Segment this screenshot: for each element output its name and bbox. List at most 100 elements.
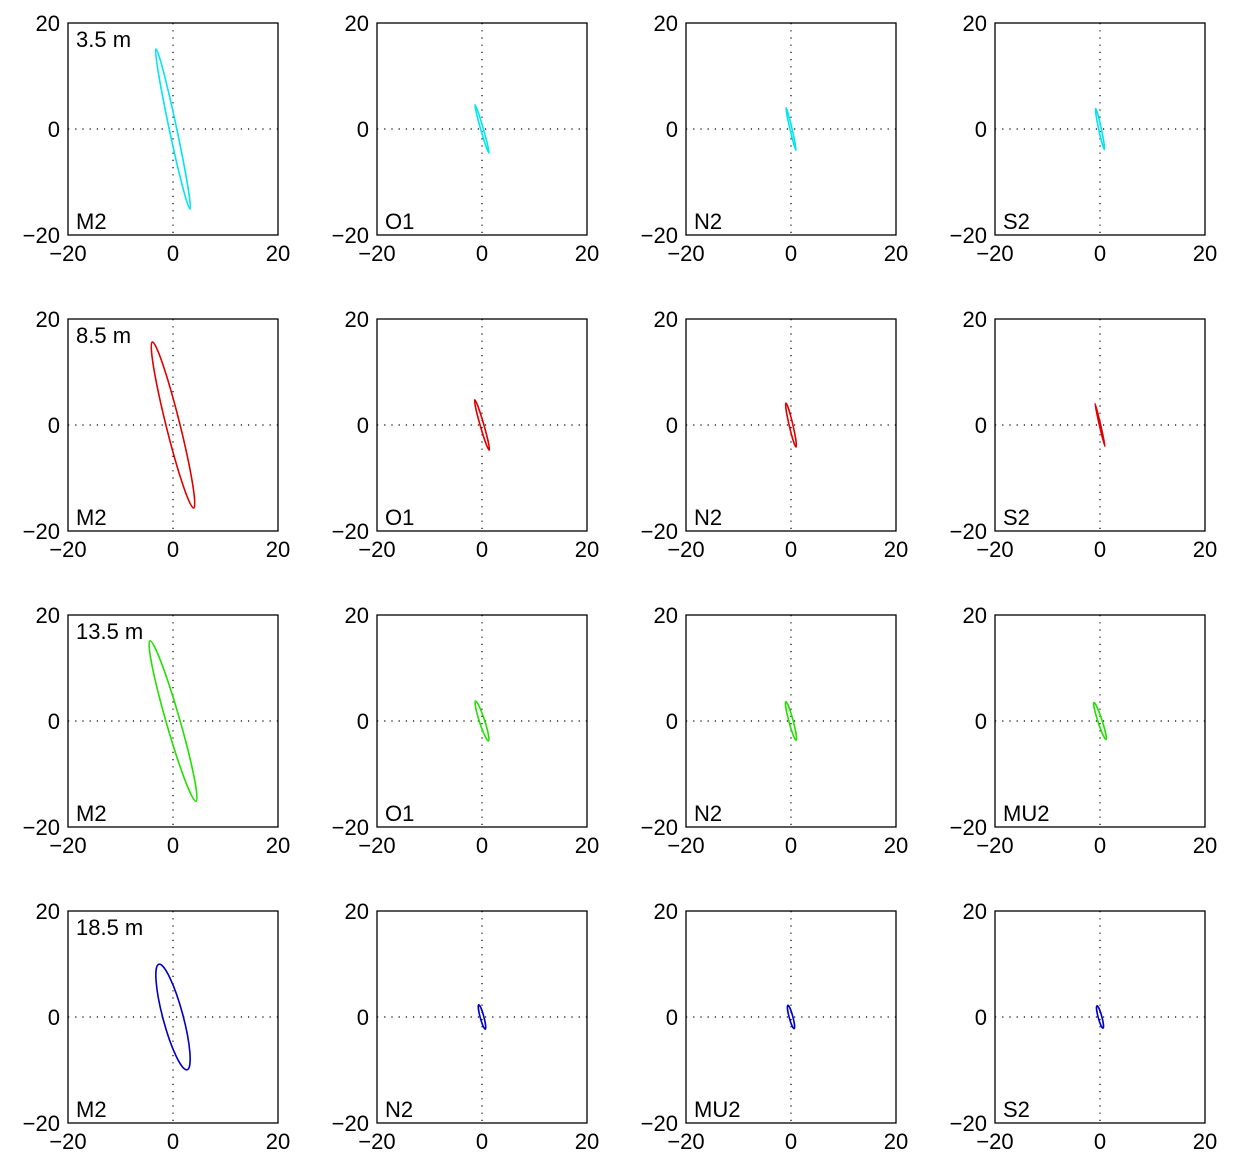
x-tick-label: −20	[358, 833, 395, 858]
y-tick-label: 0	[666, 709, 678, 734]
axes-frame	[994, 22, 1206, 236]
constituent-label: M2	[76, 801, 107, 826]
x-tick-label: 20	[266, 833, 290, 858]
y-tick-label: −20	[332, 223, 369, 248]
current-ellipse-m2	[148, 639, 198, 803]
constituent-label: MU2	[1003, 801, 1049, 826]
y-tick-label: 0	[975, 413, 987, 438]
x-tick-label: 20	[1193, 241, 1217, 266]
x-tick-label: 0	[785, 1129, 797, 1154]
x-tick-label: 0	[1094, 833, 1106, 858]
x-tick-label: −20	[976, 537, 1013, 562]
x-tick-label: −20	[49, 537, 86, 562]
axes-frame	[376, 22, 588, 236]
x-tick-label: −20	[358, 1129, 395, 1154]
x-tick-label: 20	[884, 241, 908, 266]
y-tick-label: 20	[36, 899, 60, 924]
current-ellipse-mu2	[786, 1004, 796, 1030]
x-tick-label: 0	[167, 1129, 179, 1154]
panel-r1-c3: −20 0 20 −20 0 20 N2	[641, 11, 909, 266]
current-ellipse-mu2	[1092, 701, 1108, 741]
x-tick-label: 0	[167, 241, 179, 266]
y-tick-label: 0	[357, 117, 369, 142]
panel-r3-c1: −20 0 20 −20 0 20 M2 13.5 m	[23, 603, 291, 858]
axes-frame	[67, 22, 279, 236]
y-tick-label: 0	[975, 709, 987, 734]
y-tick-label: −20	[23, 1111, 60, 1136]
y-tick-label: 20	[345, 899, 369, 924]
y-tick-label: −20	[332, 1111, 369, 1136]
y-tick-label: 0	[357, 1005, 369, 1030]
depth-label: 8.5 m	[76, 323, 131, 348]
y-tick-label: 0	[357, 709, 369, 734]
x-tick-label: −20	[49, 241, 86, 266]
current-ellipse-s2	[1094, 107, 1106, 151]
y-tick-label: −20	[950, 519, 987, 544]
current-ellipse-m2	[154, 48, 192, 210]
constituent-label: MU2	[694, 1097, 740, 1122]
y-tick-label: 20	[345, 307, 369, 332]
x-tick-label: 0	[476, 1129, 488, 1154]
axes-frame	[994, 614, 1206, 828]
y-tick-label: −20	[23, 223, 60, 248]
y-tick-label: 0	[48, 117, 60, 142]
y-tick-label: 0	[48, 413, 60, 438]
constituent-label: N2	[694, 209, 722, 234]
current-ellipse-o1	[473, 398, 491, 452]
x-tick-label: −20	[976, 241, 1013, 266]
y-tick-label: 20	[654, 11, 678, 36]
y-tick-label: 20	[36, 603, 60, 628]
current-ellipse-n2	[785, 106, 797, 152]
y-tick-label: −20	[23, 815, 60, 840]
x-tick-label: 20	[266, 1129, 290, 1154]
y-tick-label: −20	[950, 1111, 987, 1136]
x-tick-label: 20	[884, 1129, 908, 1154]
x-tick-label: 0	[476, 833, 488, 858]
y-tick-label: −20	[641, 1111, 678, 1136]
axes-frame	[67, 318, 279, 532]
constituent-label: O1	[385, 505, 414, 530]
x-tick-label: −20	[667, 833, 704, 858]
panel-r3-c4: −20 0 20 −20 0 20 MU2	[950, 603, 1218, 858]
axes-frame	[685, 318, 897, 532]
current-ellipse-o1	[474, 103, 490, 155]
axes-frame	[376, 910, 588, 1124]
x-tick-label: −20	[976, 833, 1013, 858]
y-tick-label: −20	[332, 815, 369, 840]
y-tick-label: 0	[666, 413, 678, 438]
x-tick-label: −20	[667, 537, 704, 562]
y-tick-label: 20	[345, 603, 369, 628]
constituent-label: O1	[385, 801, 414, 826]
constituent-label: O1	[385, 209, 414, 234]
axes-frame	[685, 910, 897, 1124]
axes-frame	[67, 910, 279, 1124]
x-tick-label: −20	[49, 1129, 86, 1154]
panel-r1-c2: −20 0 20 −20 0 20 O1	[332, 11, 600, 266]
y-tick-label: 0	[666, 1005, 678, 1030]
panel-r1-c1: −20 0 20 −20 0 20 M2 3.5 m	[23, 11, 291, 266]
axes-frame	[994, 910, 1206, 1124]
y-tick-label: 0	[975, 117, 987, 142]
x-tick-label: 20	[1193, 833, 1217, 858]
constituent-label: S2	[1003, 209, 1030, 234]
y-tick-label: 0	[48, 1005, 60, 1030]
x-tick-label: −20	[358, 537, 395, 562]
x-tick-label: −20	[667, 241, 704, 266]
panel-r2-c1: −20 0 20 −20 0 20 M2 8.5 m	[23, 307, 291, 562]
constituent-label: S2	[1003, 1097, 1030, 1122]
x-tick-label: 20	[575, 1129, 599, 1154]
y-tick-label: 20	[963, 11, 987, 36]
x-tick-label: 20	[1193, 1129, 1217, 1154]
y-tick-label: 20	[36, 307, 60, 332]
constituent-label: M2	[76, 1097, 107, 1122]
y-tick-label: 0	[357, 413, 369, 438]
x-tick-label: −20	[358, 241, 395, 266]
current-ellipse-s2	[1094, 402, 1106, 448]
y-tick-label: 0	[48, 709, 60, 734]
x-tick-label: 20	[884, 537, 908, 562]
x-tick-label: 20	[266, 241, 290, 266]
axes-frame	[685, 22, 897, 236]
y-tick-label: −20	[641, 223, 678, 248]
panel-r1-c4: −20 0 20 −20 0 20 S2	[950, 11, 1218, 266]
